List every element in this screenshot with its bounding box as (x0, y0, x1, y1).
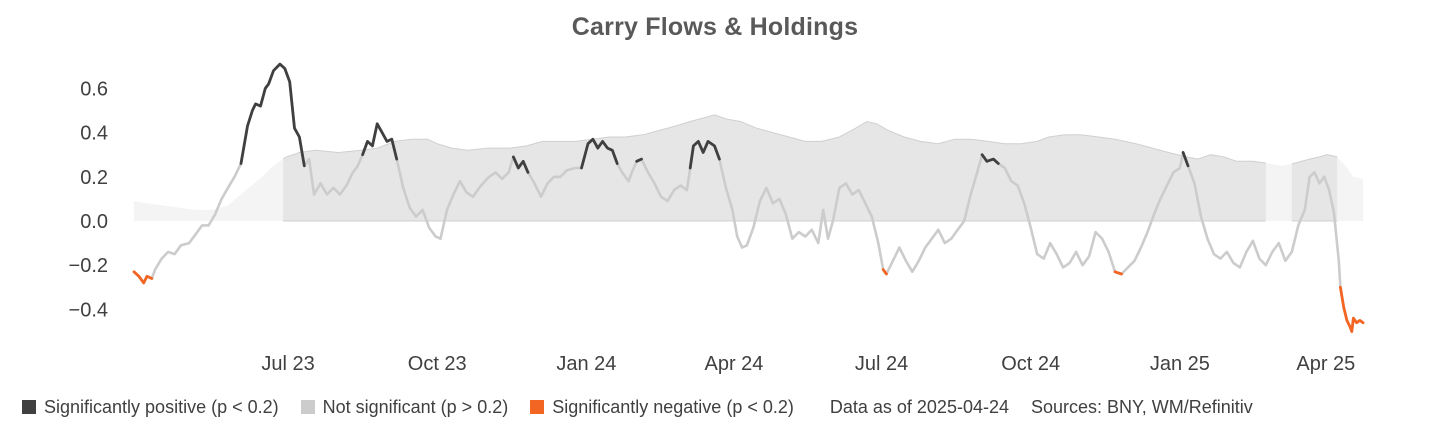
flows-line-segment-positive (1181, 151, 1190, 168)
data-as-of-note: Data as of 2025-04-24 (829, 396, 1009, 417)
flows-line-segment-positive (580, 137, 619, 170)
holdings-area-span (1291, 154, 1338, 222)
flows-line-segment-positive (980, 153, 1000, 165)
flows-line-segment-not-significant (132, 62, 1365, 333)
x-tick-label: Jan 24 (556, 353, 616, 375)
x-tick-label: Oct 23 (408, 353, 467, 375)
flows-line-segment-negative (881, 268, 888, 276)
legend-swatch-negative (530, 400, 545, 414)
legend-swatch-not-significant (300, 400, 315, 414)
x-tick-label: Jan 25 (1150, 353, 1210, 375)
chart-canvas: −0.4 −0.2 0.0 0.2 0.4 0.6 Jul 23 Oct 23 Jan 24 A… (69, 62, 1365, 375)
legend-item-negative: Significantly negative (p < 0.2) (530, 397, 794, 418)
legend: Significantly positive (p < 0.2) Not sig… (22, 395, 1253, 419)
y-tick-label: 0.0 (80, 211, 108, 233)
x-tick-label: Apr 24 (705, 353, 764, 375)
x-tick-label: Jul 23 (261, 353, 314, 375)
y-tick-label: −0.2 (69, 255, 108, 277)
legend-swatch-positive (22, 400, 36, 414)
flows-line-segment-positive (361, 122, 399, 161)
x-axis-ticks: Jul 23 Oct 23 Jan 24 Apr 24 Jul 24 Oct 24 Jan … (261, 353, 1355, 375)
flows-line-segment-negative (1113, 270, 1123, 276)
flows-line-segment-negative (1339, 285, 1365, 333)
chart-title: Carry Flows & Holdings (571, 13, 859, 41)
legend-label-negative: Significantly negative (p < 0.2) (552, 396, 794, 417)
y-tick-label: −0.4 (69, 299, 108, 321)
y-axis-ticks: −0.4 −0.2 0.0 0.2 0.4 0.6 (69, 78, 108, 321)
flows-line-segment-positive (512, 155, 530, 174)
flows-line-segment-negative (132, 270, 154, 285)
y-tick-label: 0.6 (80, 78, 108, 100)
y-tick-label: 0.2 (80, 167, 108, 189)
legend-item-positive: Significantly positive (p < 0.2) (22, 397, 279, 418)
legend-label-not-significant: Not significant (p > 0.2) (322, 396, 509, 417)
x-tick-label: Jul 24 (855, 353, 908, 375)
flows-line-segment-positive (635, 157, 643, 163)
flows-line-segment-positive (688, 139, 721, 170)
x-tick-label: Apr 25 (1296, 353, 1355, 375)
flows-line-layer (132, 62, 1365, 333)
legend-label-positive: Significantly positive (p < 0.2) (44, 396, 279, 417)
legend-item-not-significant: Not significant (p > 0.2) (300, 396, 509, 418)
y-tick-label: 0.4 (80, 123, 108, 145)
flows-line-segment-positive (239, 62, 306, 168)
sources-note: Sources: BNY, WM/Refinitiv (1030, 396, 1253, 417)
x-tick-label: Oct 24 (1001, 353, 1060, 375)
